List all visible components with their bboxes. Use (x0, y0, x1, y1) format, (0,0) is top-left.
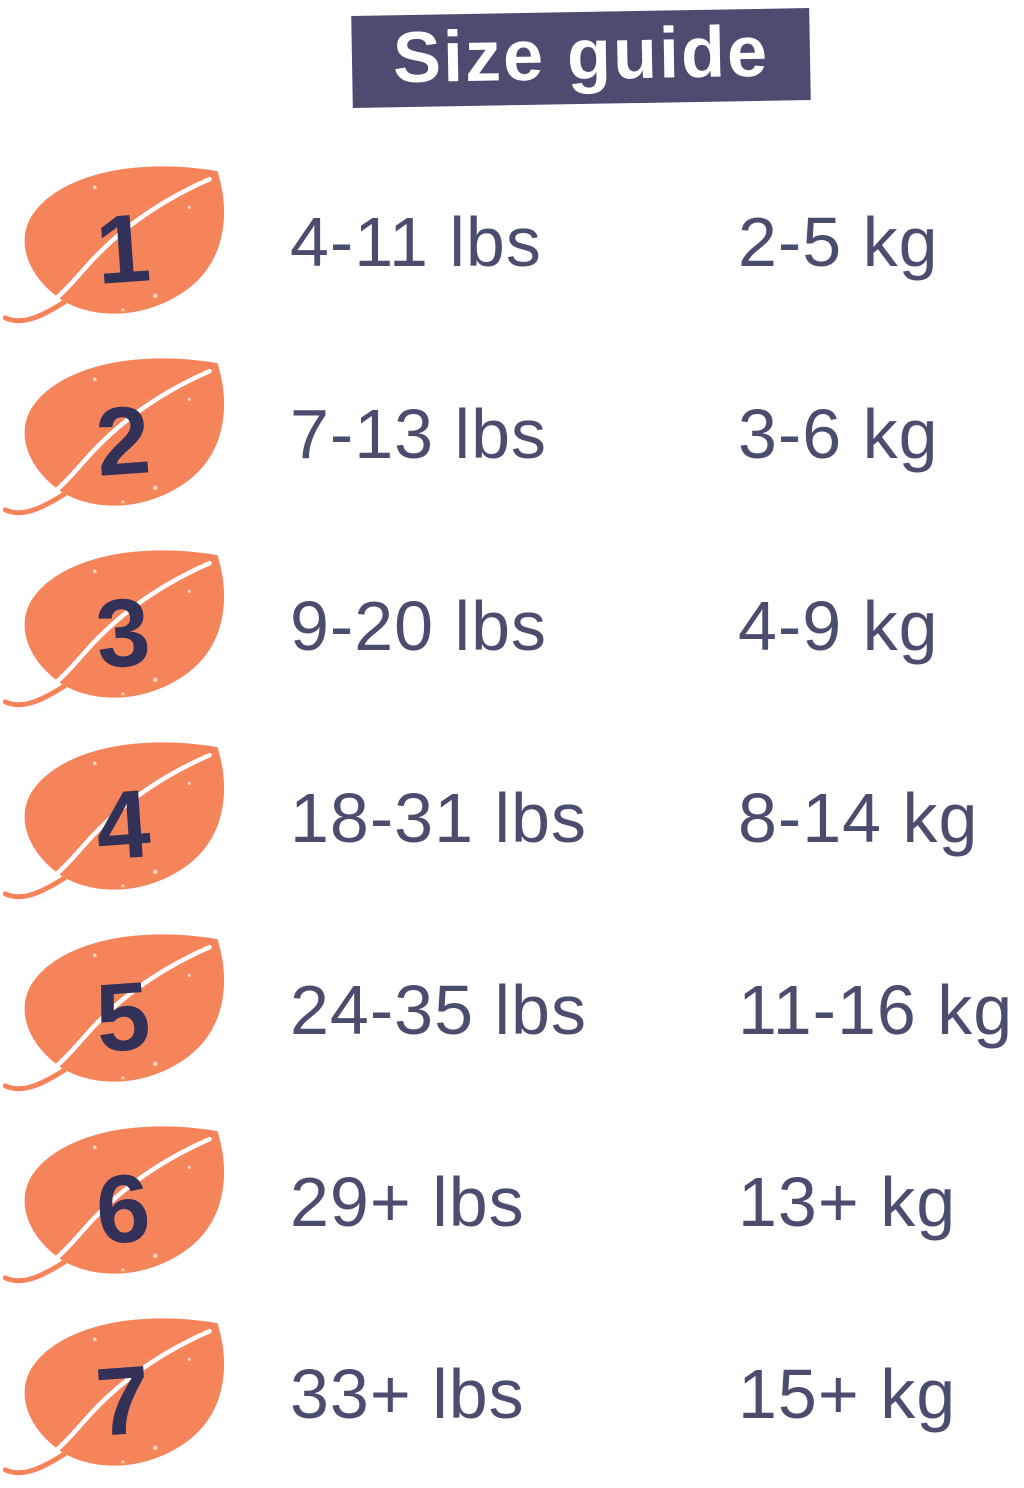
size-rows: 1 4-11 lbs 2-5 kg 2 7-13 lbs 3-6 kg 3 (0, 146, 1024, 1488)
weight-kg: 3-6 kg (738, 395, 939, 473)
leaf-icon: 1 (2, 149, 254, 335)
weight-kg: 15+ kg (738, 1355, 957, 1433)
size-number: 2 (92, 386, 153, 496)
size-number: 7 (92, 1346, 153, 1456)
weight-kg: 13+ kg (738, 1163, 957, 1241)
size-row-6: 6 29+ lbs 13+ kg (0, 1106, 1024, 1298)
leaf-icon: 6 (2, 1109, 254, 1295)
size-number: 3 (92, 578, 153, 688)
leaf-badge: 7 (0, 1301, 290, 1487)
leaf-icon: 4 (2, 725, 254, 911)
size-row-2: 2 7-13 lbs 3-6 kg (0, 338, 1024, 530)
weight-kg: 8-14 kg (738, 779, 979, 857)
header-banner: Size guide (351, 8, 811, 108)
size-row-4: 4 18-31 lbs 8-14 kg (0, 722, 1024, 914)
size-row-1: 1 4-11 lbs 2-5 kg (0, 146, 1024, 338)
leaf-icon: 3 (2, 533, 254, 719)
size-row-5: 5 24-35 lbs 11-16 kg (0, 914, 1024, 1106)
leaf-badge: 5 (0, 917, 290, 1103)
weight-lbs: 33+ lbs (290, 1355, 525, 1433)
weight-lbs: 18-31 lbs (290, 779, 587, 857)
leaf-icon: 2 (2, 341, 254, 527)
weight-lbs: 24-35 lbs (290, 971, 587, 1049)
weight-lbs: 4-11 lbs (290, 203, 542, 281)
size-number: 4 (92, 770, 153, 881)
size-number: 6 (92, 1154, 153, 1264)
size-number: 1 (92, 194, 153, 304)
weight-lbs: 9-20 lbs (290, 587, 548, 665)
leaf-badge: 3 (0, 533, 290, 719)
weight-kg: 2-5 kg (738, 203, 939, 281)
weight-lbs: 7-13 lbs (290, 395, 548, 473)
weight-kg: 11-16 kg (738, 971, 1014, 1049)
leaf-icon: 5 (2, 917, 254, 1103)
weight-lbs: 29+ lbs (290, 1163, 525, 1241)
size-row-3: 3 9-20 lbs 4-9 kg (0, 530, 1024, 722)
leaf-badge: 4 (0, 725, 290, 911)
leaf-icon: 7 (2, 1301, 254, 1487)
size-row-7: 7 33+ lbs 15+ kg (0, 1298, 1024, 1488)
leaf-badge: 6 (0, 1109, 290, 1295)
weight-kg: 4-9 kg (738, 587, 939, 665)
size-number: 5 (92, 962, 153, 1072)
page-title: Size guide (392, 11, 770, 99)
leaf-badge: 2 (0, 341, 290, 527)
leaf-badge: 1 (0, 149, 290, 335)
